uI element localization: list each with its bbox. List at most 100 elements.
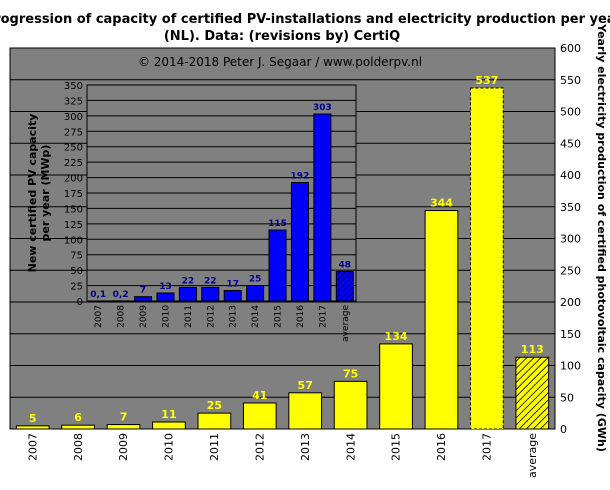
main-bar-2010 <box>152 421 186 430</box>
main-data-label-2011: 25 <box>207 399 222 412</box>
inset-y-tick-label: 250 <box>64 143 83 154</box>
inset-bar-2012 <box>201 286 220 302</box>
inset-x-tick-label-2014: 2014 <box>251 305 261 328</box>
inset-y-tick-label: 25 <box>70 282 83 293</box>
main-y-tick-label: 600 <box>560 42 581 55</box>
inset-x-tick-labels: 2007 2008 2009 2010 2011 2012 2013 2014 2015 2016… <box>94 305 351 342</box>
main-bar-2013 <box>288 392 323 430</box>
main-x-tick-labels: 2007 2008 2009 2010 2011 2012 2013 2014 2015 2016… <box>26 433 539 478</box>
inset-y-tick-label: 125 <box>64 220 83 231</box>
inset-y-axis-title-line-1: New certified PV capacity <box>26 114 39 273</box>
main-x-tick-label-2009: 2009 <box>117 433 130 461</box>
inset-x-tick-label-2007: 2007 <box>94 305 104 328</box>
inset-x-tick-label-2010: 2010 <box>161 305 171 328</box>
main-bar-2007 <box>15 425 50 430</box>
chart-title-line-1: Yearly progression of capacity of certif… <box>0 12 610 27</box>
inset-x-tick-label-2013: 2013 <box>229 305 239 328</box>
inset-y-tick-label: 225 <box>64 158 83 169</box>
chart-title-line-2: (NL). Data: (revisions by) CertiQ <box>164 29 400 44</box>
main-data-label-average: 113 <box>521 343 544 356</box>
inset-data-label-2011: 22 <box>182 276 195 286</box>
main-y-tick-label: 100 <box>560 360 581 373</box>
inset-x-tick-label-2012: 2012 <box>206 305 216 328</box>
main-bar-2011 <box>197 412 232 430</box>
inset-bar-2011 <box>178 286 197 302</box>
inset-bar-2007 <box>89 300 108 303</box>
main-data-label-2010: 11 <box>161 408 176 421</box>
inset-data-label-2010: 13 <box>159 282 172 292</box>
main-data-label-2015: 134 <box>385 330 408 343</box>
main-y-tick-label: 350 <box>560 201 581 214</box>
main-x-tick-label-2010: 2010 <box>163 433 176 461</box>
inset-data-label-2014: 25 <box>249 275 262 285</box>
main-y-tick-label: 450 <box>560 137 581 150</box>
main-bar-2009 <box>106 424 141 430</box>
main-bar-2016 <box>424 210 459 430</box>
main-data-label-2007: 5 <box>29 412 37 425</box>
inset-y-axis-title-line-2: per year (MWp) <box>39 145 52 242</box>
main-x-tick-label-average: average <box>526 433 539 478</box>
main-bars <box>15 87 550 430</box>
main-bar-2015 <box>379 343 413 430</box>
main-data-label-2014: 75 <box>343 367 358 380</box>
main-y-axis-title: Yearly electricity production of certifi… <box>595 23 608 452</box>
inset-data-label-average: 48 <box>339 260 352 270</box>
main-y-tick-label: 200 <box>560 296 581 309</box>
main-y-tick-label: 150 <box>560 328 581 341</box>
main-y-tick-label: 300 <box>560 233 581 246</box>
inset-data-label-2007: 0,1 <box>90 290 106 300</box>
inset-bar-2015 <box>268 229 287 302</box>
inset-y-tick-label: 100 <box>64 235 83 246</box>
main-bar-2008 <box>61 424 95 430</box>
inset-x-tick-label-2016: 2016 <box>296 305 306 328</box>
main-x-tick-label-2016: 2016 <box>435 433 448 461</box>
main-y-tick-label: 500 <box>560 106 581 119</box>
inset-bar-2016 <box>290 182 309 302</box>
inset-x-tick-label-2008: 2008 <box>117 305 127 328</box>
inset-data-label-2015: 115 <box>268 219 287 229</box>
main-data-label-2009: 7 <box>120 411 128 424</box>
inset-x-tick-label-2015: 2015 <box>274 305 284 328</box>
inset-y-tick-label: 275 <box>64 127 83 138</box>
inset-y-tick-label: 75 <box>70 251 83 262</box>
main-x-tick-label-2011: 2011 <box>208 433 221 461</box>
inset-data-label-2017: 303 <box>313 103 332 113</box>
inset-y-tick-label: 50 <box>70 266 83 277</box>
main-x-tick-label-2013: 2013 <box>299 433 312 461</box>
main-data-label-2013: 57 <box>298 379 313 392</box>
main-x-tick-label-2007: 2007 <box>26 433 39 461</box>
inset-data-label-2009: 7 <box>140 286 146 296</box>
inset-y-tick-label: 150 <box>64 204 83 215</box>
main-x-tick-label-2012: 2012 <box>253 433 266 461</box>
main-bar-2014 <box>333 380 368 430</box>
inset-bar-average <box>335 270 354 302</box>
inset-x-tick-label-2011: 2011 <box>184 305 194 328</box>
main-y-tick-label: 400 <box>560 169 581 182</box>
inset-data-label-2016: 192 <box>291 172 310 182</box>
main-y-tick-label: 50 <box>560 391 574 404</box>
main-y-tick-labels: 0 50 100 150 200 250 300 350 400 450 500 550 600 <box>560 42 581 436</box>
main-y-tick-label: 250 <box>560 264 581 277</box>
main-y-tick-label: 0 <box>560 423 567 436</box>
main-x-tick-label-2008: 2008 <box>72 433 85 461</box>
inset-bar-2014 <box>246 285 265 302</box>
inset-bar-2013 <box>223 290 242 302</box>
inset-bar-2017 <box>313 113 332 302</box>
inset-y-tick-label: 350 <box>64 81 83 92</box>
inset-bar-2008 <box>111 300 130 303</box>
inset-data-label-2008: 0,2 <box>113 290 129 300</box>
main-data-label-2008: 6 <box>74 411 82 424</box>
inset-y-tick-label: 175 <box>64 189 83 200</box>
main-bar-average <box>515 356 550 430</box>
inset-gridlines <box>87 99 356 287</box>
inset-y-tick-label: 300 <box>64 112 83 123</box>
inset-data-labels: 0,1 0,2 7 13 22 22 17 25 115 192 303 48 <box>90 103 351 300</box>
chart-subtitle: © 2014-2018 Peter J. Segaar / www.polder… <box>138 55 422 69</box>
main-y-tick-label: 550 <box>560 74 581 87</box>
main-bar-2017 <box>470 87 504 430</box>
inset-bar-2010 <box>156 292 175 302</box>
inset-y-tick-label: 0 <box>77 297 83 308</box>
inset-x-tick-label-2017: 2017 <box>318 305 328 328</box>
